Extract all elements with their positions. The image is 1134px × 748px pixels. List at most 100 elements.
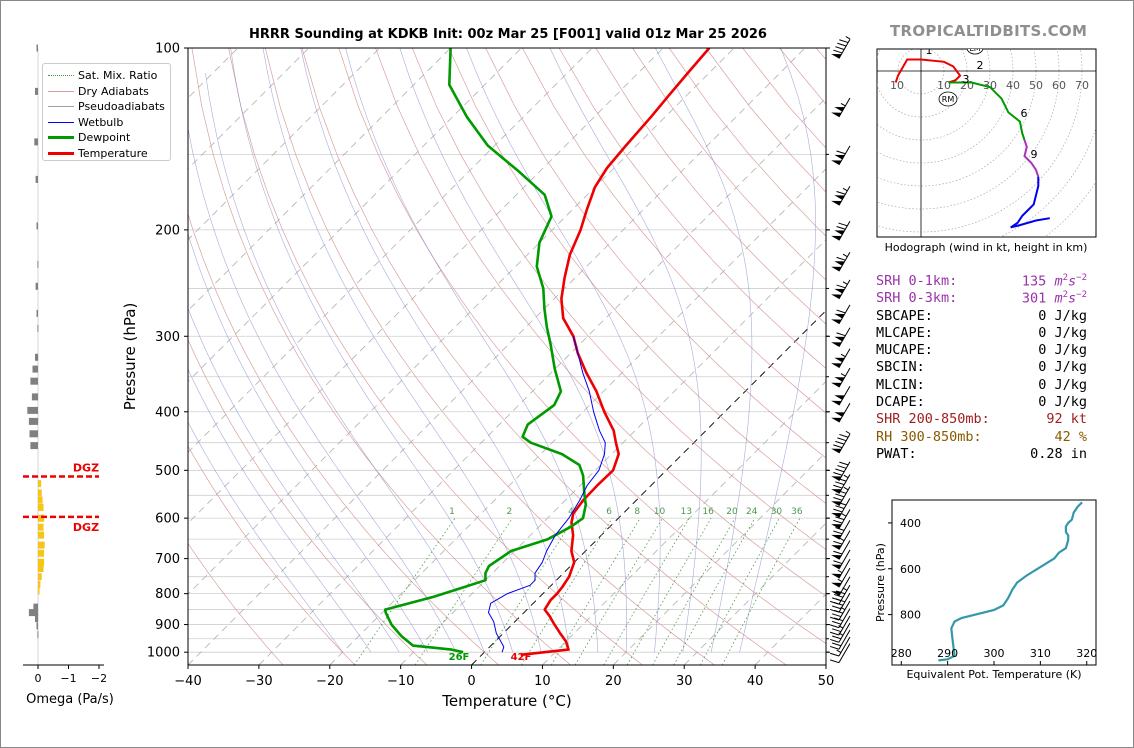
barb-staff [838, 520, 851, 540]
x-tick-label: −40 [174, 674, 201, 689]
omega-bar [38, 531, 45, 539]
wind-barb [831, 509, 851, 529]
dry-adiabat [522, 48, 826, 414]
omega-bar [35, 353, 39, 361]
hodograph-height-label: 9 [1031, 148, 1038, 161]
omega-bar [30, 442, 38, 450]
isotherm [188, 48, 735, 595]
legend-item-wetbulb: Wetbulb [43, 115, 170, 131]
skewt-plot-border [187, 47, 827, 666]
y-tick-label: 300 [155, 330, 180, 345]
barb-full [839, 461, 849, 466]
skewt-grid [188, 48, 826, 665]
barb-half [842, 187, 848, 192]
x-axis-label: Temperature (°C) [441, 692, 571, 710]
legend-label: Wetbulb [78, 115, 124, 129]
x-tick-label: 40 [747, 674, 764, 689]
y-tick-label: 800 [155, 587, 180, 602]
barb-staff [838, 558, 851, 579]
hodograph-height-label: 1 [926, 44, 933, 57]
barb-full [832, 642, 842, 647]
wind-barb [830, 643, 851, 664]
barb-full [833, 550, 843, 555]
barb-flag [831, 545, 842, 550]
isotherm [329, 168, 826, 665]
omega-bar [33, 603, 38, 611]
dry-adiabat [301, 48, 787, 665]
stat-srh-0-3km: SRH 0-3km: 301 m2s−2 [876, 290, 1087, 307]
theta-e-line [938, 501, 1083, 662]
mixing-ratio-label: 36 [791, 507, 803, 517]
pseudoadiabat [230, 48, 513, 653]
theta-e-x-tick-label: 300 [984, 647, 1005, 660]
omega-bar [29, 430, 38, 438]
barb-flag [831, 382, 842, 388]
barb-full [834, 617, 844, 622]
hodograph-ring-label: 70 [1075, 79, 1089, 92]
omega-bar [34, 138, 38, 146]
barb-half [838, 632, 844, 636]
y-tick-label: 600 [155, 512, 180, 527]
pseudoadiabat [188, 126, 457, 653]
barb-flag [831, 582, 842, 588]
omega-bar [38, 514, 45, 522]
isotherm [613, 451, 826, 665]
series-dewpoint [383, 48, 588, 654]
hodograph-ring-label: 10 [937, 79, 951, 92]
omega-bar [28, 417, 39, 425]
barb-flag [834, 412, 845, 417]
barb-full [833, 530, 843, 535]
theta-e-y-tick-label: 400 [900, 517, 921, 530]
mixing-ratio-line [480, 517, 575, 665]
barb-staff [838, 567, 851, 588]
barb-flag [831, 564, 842, 570]
y-tick-label: 900 [155, 618, 180, 633]
mixing-ratio-line [699, 518, 780, 665]
legend-item-mixratio: Sat. Mix. Ratio [43, 68, 170, 84]
barb-staff [838, 433, 851, 454]
x-tick-label: 30 [676, 674, 693, 689]
x-tick-label: 20 [605, 674, 622, 689]
pseudoadiabat [188, 421, 343, 653]
barb-flag [831, 112, 842, 118]
y-tick-label: 100 [155, 42, 180, 57]
barb-flag [831, 512, 842, 518]
omega-bar [38, 580, 41, 588]
legend-label: Temperature [78, 146, 148, 160]
omega-bar [36, 622, 38, 630]
barb-flag [831, 489, 842, 494]
barb-half [842, 253, 848, 258]
omega-tick-label: −2 [91, 672, 107, 685]
isotherm [258, 97, 826, 665]
barb-full [839, 39, 849, 44]
barb-full [830, 616, 840, 621]
wind-barb [830, 600, 851, 621]
barb-half [843, 486, 849, 491]
stat-sbcin: SBCIN: 0 J/kg [876, 359, 1087, 376]
barb-flag [831, 400, 842, 406]
barb-full [833, 484, 843, 489]
omega-axis-label: Omega (Pa/s) [26, 692, 114, 707]
barb-flag [834, 313, 845, 319]
barb-half [836, 649, 842, 654]
omega-tick-label: −1 [60, 672, 76, 685]
wind-barb [831, 520, 851, 540]
pseudoadiabat [655, 48, 753, 653]
barb-full [838, 222, 848, 227]
hodograph-ring-label: 40 [1006, 79, 1020, 92]
mixing-ratio-line [353, 517, 456, 665]
barb-flag [834, 336, 845, 342]
omega-bar [31, 393, 38, 401]
y-tick-label: 400 [155, 405, 180, 420]
omega-bar [28, 609, 39, 617]
surface-dewpoint-label: 26F [449, 652, 470, 663]
barb-flag [831, 53, 842, 59]
barb-full [835, 468, 845, 473]
mixing-ratio-label: 6 [606, 507, 612, 517]
x-tick-label: 50 [818, 674, 835, 689]
hodograph-rm-marker [938, 91, 958, 107]
barb-full [830, 659, 840, 664]
x-tick-label: −10 [387, 674, 414, 689]
series-wetbulb [488, 336, 606, 653]
